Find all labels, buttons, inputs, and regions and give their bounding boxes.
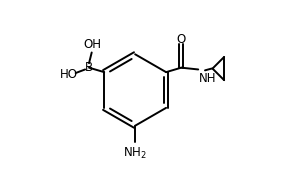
Text: HO: HO (59, 68, 77, 81)
Text: NH: NH (199, 72, 217, 85)
Text: OH: OH (84, 38, 102, 51)
Text: O: O (177, 33, 186, 46)
Text: B: B (85, 61, 93, 74)
Text: NH$_2$: NH$_2$ (123, 146, 147, 161)
